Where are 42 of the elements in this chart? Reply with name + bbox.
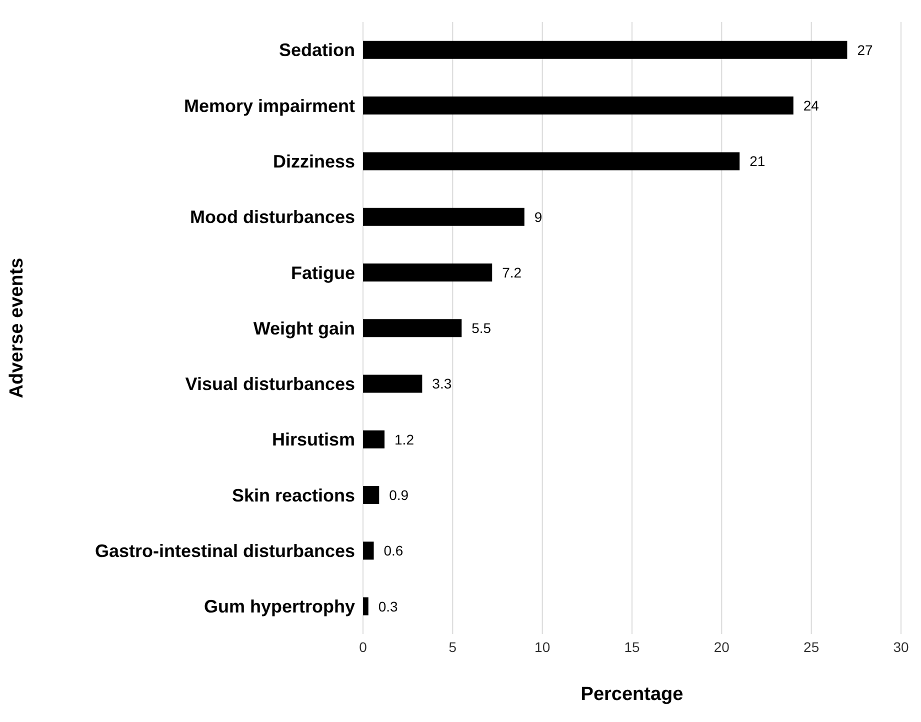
bar bbox=[363, 430, 385, 448]
data-label: 9 bbox=[534, 208, 542, 225]
y-tick-label: Gastro-intestinal disturbances bbox=[94, 540, 355, 561]
data-label: 0.6 bbox=[384, 542, 404, 559]
y-tick-label: Fatigue bbox=[290, 262, 355, 283]
y-tick-label: Weight gain bbox=[253, 318, 355, 338]
y-tick-label: Gum hypertrophy bbox=[204, 596, 355, 617]
bar bbox=[363, 542, 374, 560]
y-axis-title: Adverse events bbox=[6, 258, 28, 398]
x-tick-label: 25 bbox=[804, 638, 820, 655]
x-tick-label: 30 bbox=[893, 638, 909, 655]
bar bbox=[363, 374, 422, 393]
x-tick-label: 15 bbox=[624, 638, 640, 655]
bar bbox=[363, 263, 492, 282]
x-axis-title: Percentage bbox=[580, 684, 684, 705]
x-tick-label: 0 bbox=[359, 638, 368, 655]
data-label: 0.3 bbox=[378, 598, 398, 614]
y-tick-label: Dizziness bbox=[272, 151, 355, 172]
y-tick-label: Mood disturbances bbox=[190, 207, 355, 228]
y-tick-label: Hirsutism bbox=[272, 430, 355, 450]
x-tick-label: 10 bbox=[534, 638, 550, 655]
data-label: 21 bbox=[750, 153, 766, 170]
data-label: 0.9 bbox=[389, 486, 409, 503]
x-tick-label: 5 bbox=[448, 638, 457, 655]
bar bbox=[363, 152, 740, 170]
bar bbox=[363, 319, 462, 338]
data-label: 5.5 bbox=[472, 320, 492, 336]
data-label: 1.2 bbox=[394, 431, 414, 448]
bar bbox=[363, 486, 380, 504]
data-label: 3.3 bbox=[432, 376, 452, 392]
y-tick-label: Visual disturbances bbox=[185, 374, 355, 394]
y-tick-label: Memory impairment bbox=[184, 96, 356, 116]
bar bbox=[363, 40, 848, 59]
y-tick-label: Sedation bbox=[278, 40, 355, 60]
bar bbox=[363, 597, 368, 616]
bar bbox=[363, 96, 794, 115]
data-label: 27 bbox=[857, 42, 873, 58]
x-tick-label: 20 bbox=[714, 638, 730, 655]
data-label: 24 bbox=[803, 98, 820, 114]
data-label: 7.2 bbox=[502, 264, 522, 280]
bar bbox=[363, 208, 524, 226]
y-tick-label: Skin reactions bbox=[232, 485, 355, 506]
